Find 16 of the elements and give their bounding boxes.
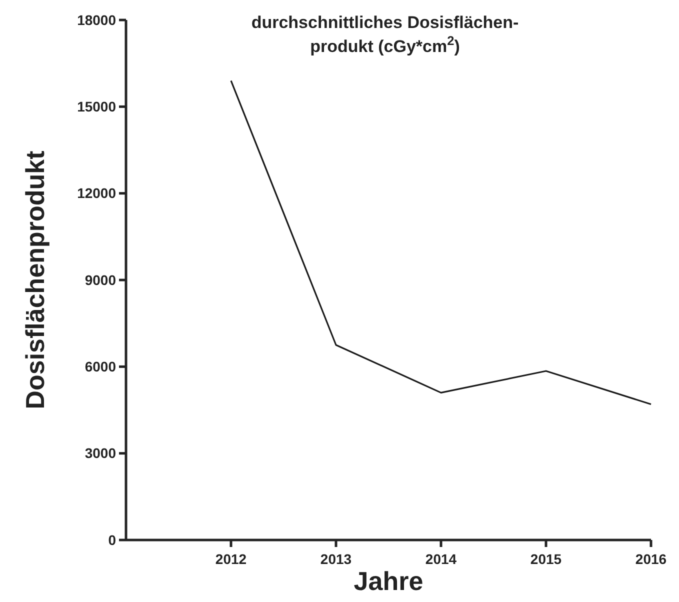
y-tick-label: 9000 xyxy=(84,272,116,288)
y-tick-label: 12000 xyxy=(77,185,116,202)
y-tick-label: 3000 xyxy=(84,445,116,462)
x-tick-label: 2013 xyxy=(320,551,352,567)
x-tick-label: 2016 xyxy=(635,551,667,567)
x-tick-label: 2015 xyxy=(530,551,562,567)
y-tick-label: 15000 xyxy=(77,98,116,115)
line-series xyxy=(230,80,652,406)
y-tick-label: 18000 xyxy=(77,12,116,28)
y-tick-label: 6000 xyxy=(84,358,116,375)
x-tick-label: 2012 xyxy=(215,551,247,567)
y-tick-label: 0 xyxy=(108,532,116,548)
x-tick-label: 2014 xyxy=(425,551,457,567)
chart-title: durchschnittliches Dosisflächen- produkt (cGy*cm$^{2}$) xyxy=(251,13,519,56)
x-axis-title: Jahre xyxy=(354,566,424,596)
y-axis-title: Dosisflächenprodukt xyxy=(20,150,50,410)
